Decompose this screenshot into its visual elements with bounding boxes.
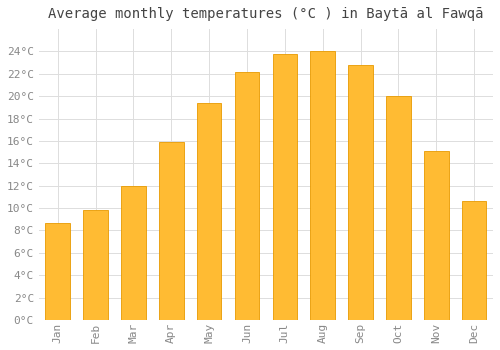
Bar [159, 142, 184, 320]
Bar [121, 186, 146, 320]
Bar [46, 223, 70, 320]
Bar [462, 201, 486, 320]
Bar [386, 96, 410, 320]
Title: Average monthly temperatures (°C ) in Baytā al Fawqā: Average monthly temperatures (°C ) in Ba… [48, 7, 484, 21]
Bar [348, 65, 373, 320]
Bar [234, 72, 260, 320]
Bar [424, 151, 448, 320]
Bar [272, 54, 297, 320]
Bar [310, 51, 335, 320]
Bar [197, 103, 222, 320]
Bar [84, 210, 108, 320]
